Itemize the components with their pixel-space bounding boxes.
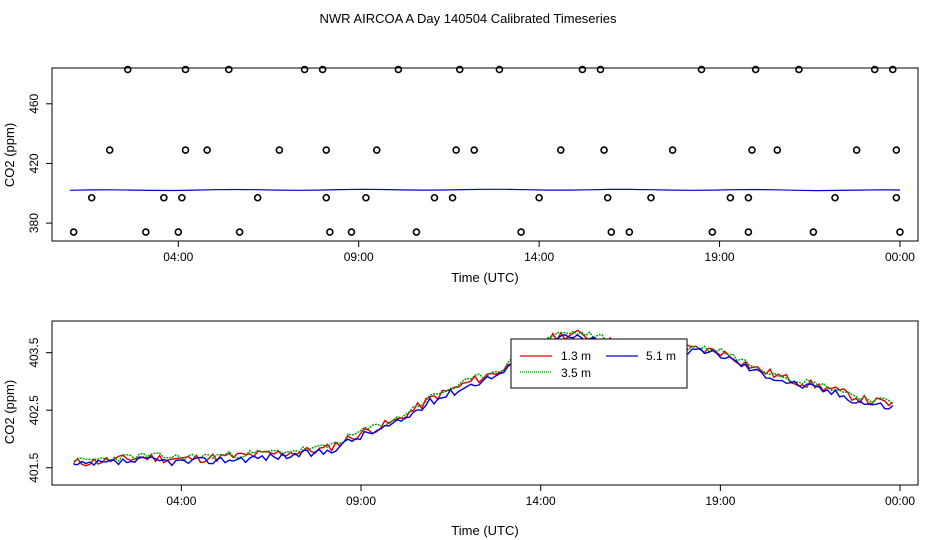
legend-box <box>510 338 688 389</box>
data-point <box>607 228 616 236</box>
data-point <box>69 228 78 236</box>
data-point <box>142 228 150 236</box>
y-tick-label: 420 <box>27 153 41 173</box>
data-point <box>275 146 284 154</box>
bottom-plot-frame <box>51 320 919 486</box>
x-tick-label: 14:00 <box>526 494 556 508</box>
x-tick-label: 14:00 <box>524 250 554 264</box>
x-tick-label: 00:00 <box>885 494 915 508</box>
data-point <box>326 228 334 236</box>
data-point <box>852 146 861 154</box>
data-point <box>809 228 818 236</box>
data-point <box>322 193 331 202</box>
y-tick-label: 380 <box>27 213 41 233</box>
series-line-5-1m <box>73 334 894 467</box>
data-point <box>318 65 327 74</box>
data-point <box>892 193 901 202</box>
data-point <box>896 228 904 236</box>
data-point <box>412 228 421 236</box>
data-point <box>888 65 897 74</box>
top-plot-frame <box>51 67 919 242</box>
top-panel: Time (UTC) CO2 (ppm) 04:00 09:00 14:00 19:0… <box>2 65 919 285</box>
data-point <box>105 146 114 154</box>
data-point <box>795 65 803 74</box>
data-point <box>773 146 782 154</box>
data-point <box>181 65 190 74</box>
x-tick-label: 09:00 <box>346 494 376 508</box>
data-point <box>596 65 605 74</box>
data-point <box>430 193 439 202</box>
data-point <box>253 193 262 202</box>
data-point <box>87 193 96 202</box>
bottom-x-axis-label: Time (UTC) <box>451 523 518 538</box>
data-point <box>160 193 168 202</box>
top-x-axis-label: Time (UTC) <box>451 270 518 285</box>
x-tick-label: 09:00 <box>344 250 374 264</box>
y-tick-label: 402.5 <box>27 395 41 425</box>
data-point <box>174 228 183 236</box>
data-point <box>751 65 760 74</box>
data-point <box>578 65 587 74</box>
data-point <box>394 65 403 74</box>
legend-label-3-5m: 3.5 m <box>561 366 591 380</box>
data-point <box>668 146 677 154</box>
data-point <box>625 228 634 236</box>
data-point <box>892 146 901 154</box>
data-point <box>744 228 753 236</box>
data-point <box>726 193 735 202</box>
data-point <box>495 65 504 74</box>
data-point <box>535 193 543 202</box>
data-point <box>452 146 460 154</box>
series-line <box>69 188 901 192</box>
data-point <box>603 193 612 202</box>
data-point <box>470 146 478 154</box>
x-tick-label: 19:00 <box>705 494 735 508</box>
legend-label-1-3m: 1.3 m <box>561 349 591 363</box>
data-point <box>517 228 525 236</box>
data-point <box>362 193 370 202</box>
x-tick-label: 00:00 <box>885 250 915 264</box>
data-point <box>870 65 879 74</box>
data-point <box>697 65 706 74</box>
data-point <box>647 193 655 202</box>
series-line-1-3m <box>73 329 894 467</box>
data-point <box>748 146 756 154</box>
data-point <box>225 65 233 74</box>
data-point <box>235 228 244 236</box>
data-point <box>300 65 309 74</box>
data-point <box>744 193 753 202</box>
chart-title: NWR AIRCOA A Day 140504 Calibrated Times… <box>320 11 617 26</box>
legend-label-5-1m: 5.1 m <box>646 349 676 363</box>
x-tick-label: 04:00 <box>163 250 193 264</box>
data-point <box>178 193 186 202</box>
data-point <box>203 146 211 154</box>
data-point <box>181 146 190 154</box>
top-y-axis-label: CO2 (ppm) <box>2 123 17 187</box>
legend: 1.3 m 3.5 m 5.1 m <box>510 338 688 389</box>
data-point <box>831 193 839 202</box>
series-line-3-5m <box>73 330 894 465</box>
data-point <box>556 146 565 154</box>
data-point <box>322 146 331 154</box>
data-point <box>123 65 132 74</box>
y-tick-label: 401.5 <box>27 452 41 482</box>
data-point <box>347 228 356 236</box>
data-point <box>448 193 457 202</box>
bottom-panel: Time (UTC) CO2 (ppm) 04:00 09:00 14:00 19:0… <box>2 320 919 538</box>
y-tick-label: 403.5 <box>27 337 41 367</box>
data-point <box>708 228 717 236</box>
data-point <box>372 146 381 154</box>
y-tick-label: 460 <box>27 93 41 113</box>
x-tick-label: 19:00 <box>705 250 735 264</box>
bottom-y-axis-label: CO2 (ppm) <box>2 380 17 444</box>
x-tick-label: 04:00 <box>166 494 196 508</box>
data-point <box>455 65 464 74</box>
data-point <box>600 146 608 154</box>
